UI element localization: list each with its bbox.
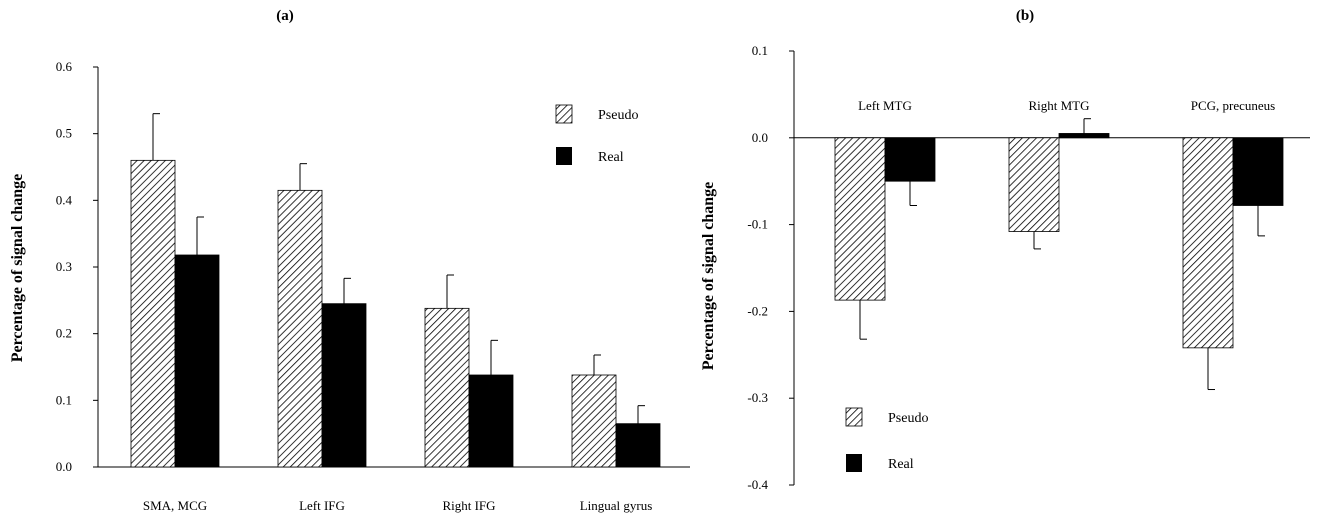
panel-b-chart: (b) Percentage of signal change -0.4 -0.3… xyxy=(700,8,1310,492)
panel-b-y-tick-label: 0.1 xyxy=(752,43,768,58)
panel-a-legend: Pseudo Real xyxy=(555,104,638,165)
panel-b-y-tick-label: -0.3 xyxy=(747,390,768,405)
panel-a-y-tick-label: 0.4 xyxy=(56,192,73,207)
panel-a-bar-pseudo xyxy=(277,189,323,468)
panel-b-y-tick-label: -0.4 xyxy=(747,477,768,492)
panel-a-bar-pseudo xyxy=(424,307,470,468)
panel-a-bar-pseudo xyxy=(571,374,617,468)
panel-b-category-label: Right MTG xyxy=(1028,98,1089,113)
panel-a-bar-real xyxy=(174,254,220,468)
panel-a-y-tick-label: 0.5 xyxy=(56,126,72,141)
panel-a-category-label: Lingual gyrus xyxy=(580,498,653,513)
panel-b-bar-real xyxy=(1232,137,1284,206)
panel-a-y-tick-label: 0.0 xyxy=(56,459,72,474)
panel-a-category-label: Right IFG xyxy=(442,498,495,513)
panel-b-bar-real xyxy=(1058,133,1110,139)
panel-b-y-tick-label: 0.0 xyxy=(752,130,768,145)
panel-a-legend-label-real: Real xyxy=(598,150,624,165)
panel-a-y-tick-label: 0.3 xyxy=(56,259,72,274)
panel-a-legend-label-pseudo: Pseudo xyxy=(598,108,638,123)
panel-b-category-label: Left MTG xyxy=(858,98,912,113)
panel-a-category-labels: SMA, MCG Left IFG Right IFG Lingual gyrus xyxy=(143,498,652,513)
panel-a-y-tick-label: 0.1 xyxy=(56,392,72,407)
panel-a-bars xyxy=(130,113,661,468)
panel-b-bar-real xyxy=(884,137,936,182)
panel-a-legend-swatch-pseudo xyxy=(555,104,573,124)
panel-a-y-ticks: 0.0 0.1 0.2 0.3 0.4 0.5 0.6 xyxy=(56,59,98,474)
panel-b-y-ticks: -0.4 -0.3 -0.2 -0.1 0.0 0.1 xyxy=(747,43,794,492)
panel-b-y-tick-label: -0.2 xyxy=(747,303,768,318)
panel-b-title: (b) xyxy=(1016,8,1034,24)
panel-a-legend-swatch-real xyxy=(556,147,572,165)
panel-b-bars xyxy=(834,118,1284,391)
panel-b-y-tick-label: -0.1 xyxy=(747,217,768,232)
panel-b-bar-pseudo xyxy=(1182,137,1234,349)
panel-b-legend-swatch-pseudo xyxy=(845,407,863,427)
panel-b-category-label: PCG, precuneus xyxy=(1191,98,1276,113)
panel-b-legend: Pseudo Real xyxy=(845,407,928,472)
panel-b-legend-label-pseudo: Pseudo xyxy=(888,411,928,426)
panel-a-y-axis-label: Percentage of signal change xyxy=(9,174,26,363)
panel-a-title: (a) xyxy=(276,8,294,24)
panel-b-y-axis-label: Percentage of signal change xyxy=(700,182,717,371)
panel-a-y-tick-label: 0.2 xyxy=(56,326,72,341)
panel-b-category-labels: Left MTG Right MTG PCG, precuneus xyxy=(858,98,1275,113)
panel-a-bar-real xyxy=(468,374,514,468)
panel-a-category-label: SMA, MCG xyxy=(143,498,207,513)
panel-b-legend-swatch-real xyxy=(846,454,862,472)
panel-a-chart: (a) Percentage of signal change 0.00.10.… xyxy=(9,8,690,513)
panel-b-legend-label-real: Real xyxy=(888,457,914,472)
panel-a-bar-real xyxy=(615,423,661,468)
panel-a-category-label: Left IFG xyxy=(299,498,345,513)
panel-b-bar-pseudo xyxy=(1008,137,1060,232)
panel-a-bar-real xyxy=(321,303,367,468)
panel-a-y-tick-label: 0.6 xyxy=(56,59,73,74)
panel-b-bar-pseudo xyxy=(834,137,886,301)
panel-a-bar-pseudo xyxy=(130,159,176,468)
